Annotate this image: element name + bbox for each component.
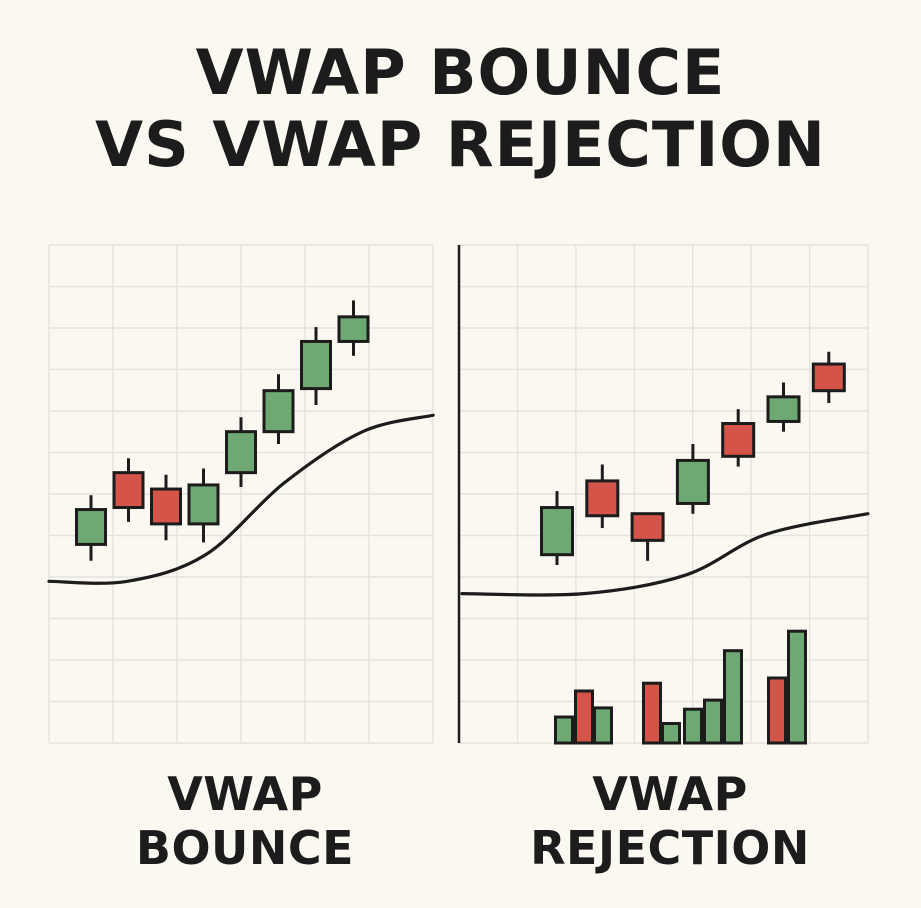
candle-body <box>585 479 620 518</box>
bullish-candle <box>75 495 107 561</box>
rejection-caption-line-1: VWAP <box>592 767 748 821</box>
bullish-candle <box>766 382 801 432</box>
volume-bar-up <box>554 715 574 745</box>
volume-bar-up <box>683 707 703 745</box>
candle-body <box>187 483 220 526</box>
candle-body <box>337 315 370 343</box>
candle-body <box>540 506 574 557</box>
volume-bar-up <box>661 722 681 745</box>
rejection-caption-line-2: REJECTION <box>530 821 810 875</box>
bullish-candle <box>675 444 710 514</box>
volume-bar-down <box>642 681 662 745</box>
candle-body <box>225 430 257 475</box>
bearish-candle <box>811 351 846 403</box>
rejection-caption: VWAP REJECTION <box>510 771 830 871</box>
candle-body <box>112 471 145 509</box>
candle-body <box>675 458 710 505</box>
candle-body <box>721 422 756 458</box>
volume-bar-down <box>767 676 787 745</box>
title-line-1: VWAP BOUNCE <box>195 36 726 109</box>
bullish-candle <box>225 417 257 487</box>
title-line-2: VS VWAP REJECTION <box>95 108 826 181</box>
vwap-line <box>460 512 870 597</box>
bullish-candle <box>337 300 370 356</box>
bounce-caption-line-2: BOUNCE <box>135 821 355 875</box>
candle-body <box>300 339 332 391</box>
bounce-caption: VWAP BOUNCE <box>95 771 395 871</box>
volume-bar-up <box>593 706 613 745</box>
volume-bar-up <box>787 629 807 745</box>
volume-bar-up <box>723 649 743 745</box>
volume-bar-up <box>703 698 723 745</box>
candle-body <box>262 389 295 434</box>
candle-body <box>150 487 182 526</box>
candle-body <box>630 512 665 542</box>
bullish-candle <box>187 468 220 543</box>
bullish-candle <box>540 491 574 565</box>
vwap-line <box>47 413 435 585</box>
bearish-candle <box>721 409 756 467</box>
bearish-candle <box>112 458 145 522</box>
bearish-candle <box>150 474 182 541</box>
bounce-caption-line-1: VWAP <box>167 767 323 821</box>
volume-bar-down <box>574 689 594 745</box>
candle-body <box>75 508 107 546</box>
volume-bars <box>554 629 807 745</box>
candle-body <box>811 362 846 393</box>
candle-body <box>766 395 801 423</box>
bearish-candle <box>585 464 620 529</box>
bearish-candle <box>630 512 665 561</box>
bullish-candle <box>262 374 295 444</box>
bullish-candle <box>300 327 332 405</box>
